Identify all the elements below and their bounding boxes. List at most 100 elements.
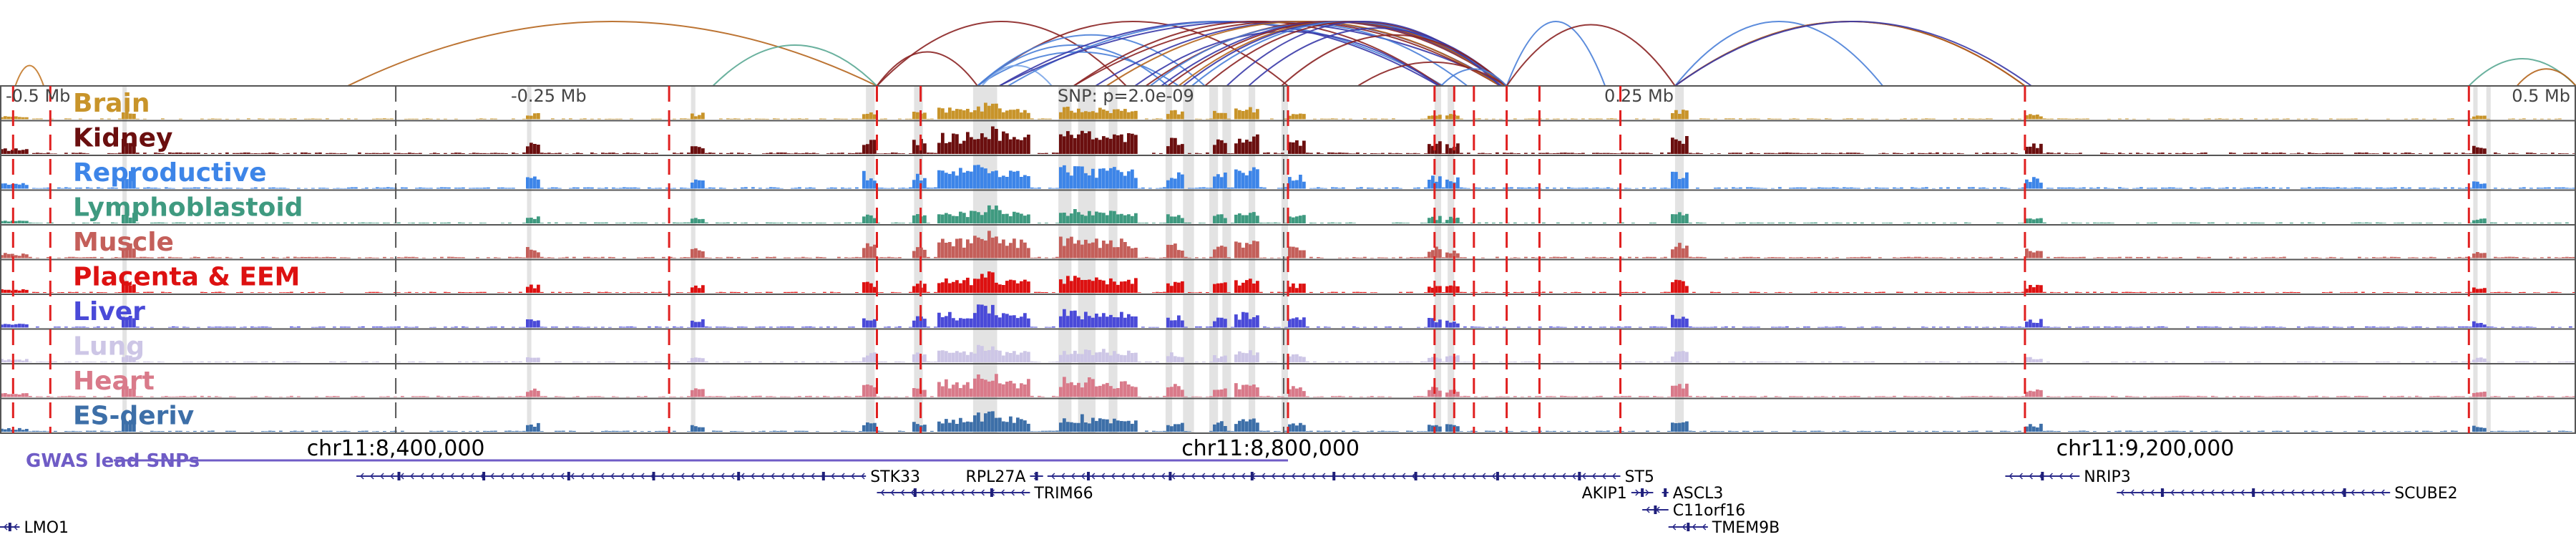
- exon: [1496, 472, 1499, 480]
- exon: [8, 523, 11, 531]
- track-label-muscle: Muscle: [73, 228, 174, 257]
- gene-lmo1: LMO1: [0, 519, 69, 537]
- exon: [1664, 488, 1667, 497]
- exon: [990, 488, 993, 497]
- gene-label: LMO1: [24, 519, 69, 537]
- strand-arrows: [3, 523, 18, 531]
- exon: [1654, 505, 1657, 514]
- exon: [652, 472, 655, 480]
- exon: [1250, 472, 1254, 480]
- gene-label: C11orf16: [1673, 502, 1746, 520]
- exon: [482, 472, 486, 480]
- exon: [821, 472, 825, 480]
- loop-arc: [1134, 31, 1440, 87]
- track-label-liver: Liver: [73, 297, 145, 326]
- loop-arc: [712, 44, 878, 87]
- gene-label: TRIM66: [1033, 485, 1093, 503]
- exon: [397, 472, 401, 480]
- track-label-brain: Brain: [73, 89, 150, 118]
- gene-label: AKIP1: [1582, 485, 1627, 503]
- loop-arc: [1226, 21, 1501, 87]
- loop-arc: [1440, 68, 1508, 87]
- loop-arc: [1073, 21, 1442, 87]
- strand-arrows: [2009, 473, 2073, 480]
- loop-arc: [876, 21, 1127, 87]
- gene-label: NRIP3: [2084, 468, 2131, 486]
- loop-arc: [347, 21, 877, 87]
- exon: [1332, 472, 1336, 480]
- exon: [2041, 472, 2044, 480]
- chromatin-loops-layer: [14, 21, 2576, 87]
- loop-arc: [977, 44, 1169, 87]
- gene-label: ASCL3: [1673, 485, 1724, 503]
- exon: [1087, 472, 1090, 480]
- track-label-lung: Lung: [73, 332, 145, 362]
- exon: [1414, 472, 1418, 480]
- gene-rpl27a: RPL27A: [966, 468, 1043, 486]
- exon: [913, 488, 917, 497]
- exon: [1578, 472, 1581, 480]
- coordinate-axis-layer: chr11:8,400,000 chr11:8,800,000 chr11:9,20…: [307, 436, 2235, 461]
- exon: [1687, 523, 1690, 531]
- loop-arc: [1506, 24, 1676, 87]
- strand-arrows: [1635, 489, 1649, 496]
- gene-label: RPL27A: [966, 468, 1026, 486]
- strand-arrows: [1672, 523, 1707, 531]
- loop-arc: [876, 51, 978, 87]
- ruler-label: -0.5 Mb: [6, 86, 70, 106]
- loop-arc: [1674, 21, 2032, 87]
- track-label-kidney: Kidney: [73, 124, 173, 153]
- track-label-reproductive: Reproductive: [73, 158, 267, 188]
- gene-scube2: SCUBE2: [2117, 485, 2458, 503]
- exon: [567, 472, 570, 480]
- gene-label: TMEM9B: [1712, 519, 1780, 537]
- gene-st5: ST5: [1047, 468, 1654, 486]
- ruler-label: SNP: p=2.0e-09: [1058, 86, 1194, 106]
- coordinate-label: chr11:9,200,000: [2057, 436, 2235, 461]
- exon: [2160, 488, 2164, 497]
- exon: [1169, 472, 1172, 480]
- coordinate-label: chr11:8,800,000: [1181, 436, 1360, 461]
- strand-arrows: [360, 473, 865, 480]
- loop-arc: [1506, 21, 1606, 87]
- loop-arc: [1281, 34, 1508, 87]
- track-labels-layer: Brain Kidney Reproductive Lymphoblastoid Mus…: [73, 89, 303, 431]
- gene-nrip3: NRIP3: [2005, 468, 2131, 486]
- gene-label: STK33: [870, 468, 920, 486]
- exon: [1641, 488, 1644, 497]
- loop-arc: [14, 64, 45, 87]
- exon: [737, 472, 741, 480]
- gene-tmem9b: TMEM9B: [1668, 519, 1780, 537]
- gene-ascl3: ASCL3: [1662, 485, 1724, 503]
- coordinate-label: chr11:8,400,000: [307, 436, 485, 461]
- snp-marker-lines-layer: [11, 86, 2470, 433]
- signal-bars-brain: [0, 102, 2562, 120]
- loop-arc: [1674, 21, 1883, 87]
- gene-akip1: AKIP1: [1582, 485, 1654, 503]
- exon: [2343, 488, 2346, 497]
- ruler-layer: -0.5 Mb -0.25 Mb SNP: p=2.0e-09 0.25 Mb 0.5 …: [6, 86, 2570, 106]
- track-label-heart: Heart: [73, 367, 155, 396]
- track-label-es-deriv: ES-deriv: [73, 402, 194, 431]
- gene-label: ST5: [1625, 468, 1654, 486]
- loop-arc: [1357, 61, 1508, 87]
- gene-c11orf16: C11orf16: [1642, 502, 1745, 520]
- loop-arc: [1106, 21, 1501, 87]
- ruler-label: 0.5 Mb: [2512, 86, 2570, 106]
- exon: [1035, 472, 1038, 480]
- strand-arrows: [1050, 473, 1616, 480]
- track-label-placenta-eem: Placenta & EEM: [73, 263, 300, 292]
- gene-stk33: STK33: [356, 468, 920, 486]
- track-label-lymphoblastoid: Lymphoblastoid: [73, 193, 303, 223]
- gwas-track: GWAS lead SNPs: [26, 450, 1288, 472]
- ruler-label: 0.25 Mb: [1604, 86, 1674, 106]
- gene-trim66: TRIM66: [877, 485, 1093, 503]
- exon: [2252, 488, 2255, 497]
- gene-annotation-track: STK33 RPL27A ST5 TRIM66 NRIP3 SCUBE2 AKIP1 ASCL…: [0, 468, 2458, 537]
- loop-arc: [2516, 68, 2576, 87]
- loop-arc: [981, 64, 1053, 87]
- loop-arc: [977, 34, 1206, 87]
- ruler-label: -0.25 Mb: [511, 86, 587, 106]
- loop-arc: [999, 21, 1508, 87]
